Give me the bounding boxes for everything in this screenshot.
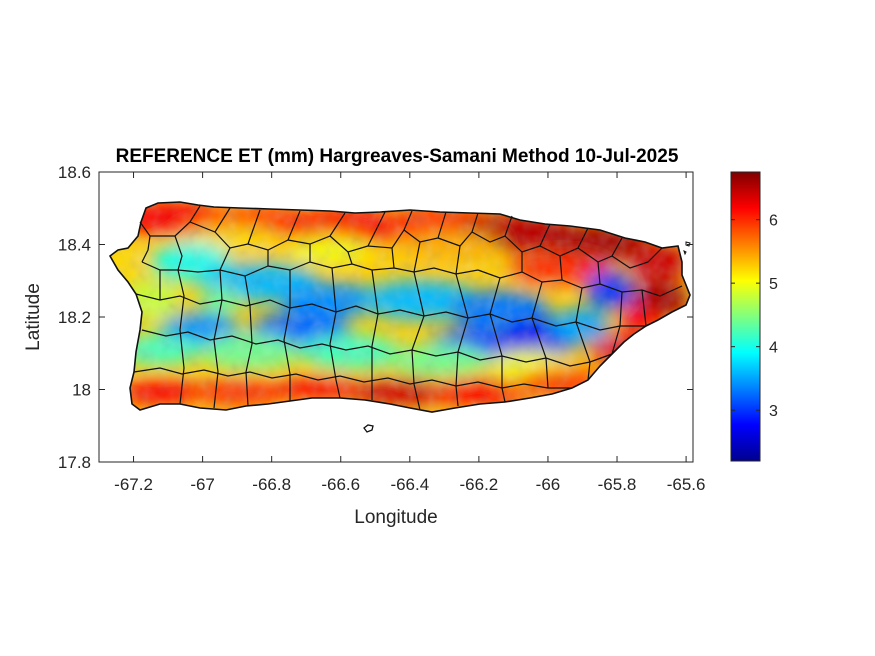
municipal-boundary	[219, 247, 231, 271]
municipal-boundary	[413, 241, 421, 273]
municipal-boundary	[455, 245, 461, 275]
x-tick-label: -66	[536, 475, 561, 494]
municipal-boundary	[455, 273, 469, 407]
municipal-boundary	[577, 237, 623, 263]
municipal-boundary	[174, 235, 183, 271]
municipal-boundary	[611, 247, 663, 269]
x-tick-label: -66.4	[390, 475, 429, 494]
cayo-small	[683, 250, 687, 256]
municipal-boundary	[641, 289, 647, 327]
municipal-boundaries	[133, 205, 683, 411]
chart-title: REFERENCE ET (mm) Hargreaves-Samani Meth…	[116, 146, 679, 167]
x-axis-label: Longitude	[354, 507, 437, 528]
municipal-boundary	[611, 291, 623, 355]
municipal-boundary	[504, 223, 551, 253]
municipal-boundary	[213, 269, 223, 409]
x-tick-label: -67	[190, 475, 215, 494]
y-tick-label: 18.4	[58, 236, 91, 255]
municipal-boundary	[287, 212, 346, 245]
municipal-boundary	[141, 329, 613, 367]
municipal-boundary	[575, 287, 591, 381]
x-tick-label: -65.8	[598, 475, 637, 494]
x-tick-label: -65.6	[667, 475, 706, 494]
municipal-boundary	[283, 270, 291, 401]
island-caja-de-muertos	[363, 424, 374, 433]
municipal-boundary	[559, 255, 563, 281]
y-tick-label: 18.2	[58, 308, 91, 327]
municipal-boundary	[133, 367, 572, 389]
municipal-boundary	[367, 210, 413, 249]
island-outline	[108, 201, 691, 413]
municipal-boundary	[489, 277, 506, 403]
municipal-boundary	[247, 210, 301, 251]
y-axis-ticks: 17.8 18 18.2 18.4 18.6	[58, 163, 693, 472]
municipal-boundary	[371, 269, 379, 400]
colorbar-tick-label: 5	[769, 276, 778, 293]
municipal-boundary	[403, 211, 447, 243]
municipal-boundary	[391, 247, 395, 269]
y-axis-label: Latitude	[23, 283, 44, 351]
colorbar-ticks: 3 4 5 6	[731, 213, 778, 420]
x-tick-label: -66.8	[252, 475, 291, 494]
colorbar	[730, 171, 761, 462]
municipal-boundary	[471, 215, 513, 243]
y-tick-label: 18.6	[58, 163, 91, 182]
municipal-boundary	[329, 267, 341, 399]
municipal-boundary	[539, 227, 589, 257]
x-tick-label: -67.2	[114, 475, 153, 494]
municipal-boundary	[135, 293, 646, 331]
island-culebrita-small	[685, 241, 691, 247]
x-tick-label: -66.6	[321, 475, 360, 494]
y-tick-label: 18	[72, 381, 91, 400]
x-axis-ticks: -67.2 -67 -66.8 -66.6 -66.4 -66.2 -66 -65.8 -65.…	[114, 172, 705, 494]
x-tick-label: -66.2	[460, 475, 499, 494]
municipal-boundary	[150, 205, 201, 237]
colorbar-tick-label: 4	[769, 340, 778, 357]
municipal-boundary	[244, 275, 253, 407]
municipal-boundary	[411, 271, 425, 411]
y-tick-label: 17.8	[58, 453, 91, 472]
municipal-boundary	[214, 209, 261, 249]
municipal-boundary	[597, 261, 601, 285]
municipal-boundary	[329, 211, 386, 253]
municipal-boundary	[177, 269, 185, 405]
municipal-boundary	[347, 251, 353, 265]
municipal-boundary	[139, 221, 151, 263]
colorbar-tick-label: 6	[769, 213, 778, 230]
municipal-boundary	[531, 281, 549, 389]
municipal-boundary	[437, 212, 479, 247]
colorbar-tick-label: 3	[769, 403, 778, 420]
